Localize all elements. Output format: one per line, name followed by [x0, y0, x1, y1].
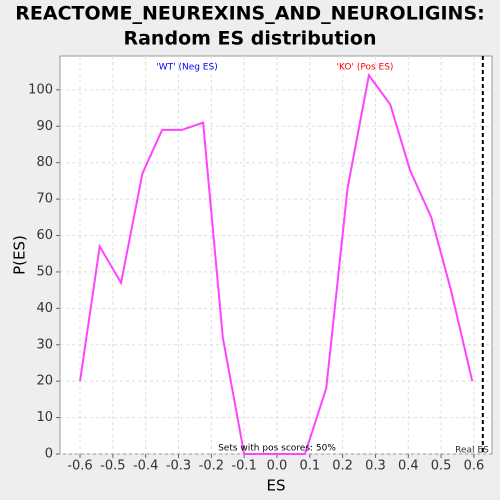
y-axis-label: P(ES) — [11, 235, 29, 275]
x-axis-label: ES — [267, 477, 286, 495]
y-tick-label: 100 — [28, 82, 53, 97]
annotation: 'WT' (Neg ES) — [156, 63, 217, 73]
x-tick-label: -0.6 — [67, 459, 92, 474]
y-tick-label: 60 — [36, 228, 53, 243]
annotation: 'KO' (Pos ES) — [337, 63, 394, 73]
y-tick-label: 0 — [45, 447, 53, 462]
y-tick-label: 40 — [36, 301, 53, 316]
chart-subtitle: Random ES distribution — [123, 28, 376, 50]
y-tick-label: 10 — [36, 410, 53, 425]
y-tick-label: 90 — [36, 119, 53, 134]
y-tick-label: 50 — [36, 264, 53, 279]
x-tick-label: -0.2 — [199, 459, 224, 474]
y-tick-label: 20 — [36, 374, 53, 389]
x-tick-label: -0.1 — [231, 459, 256, 474]
annotation: Sets with pos scores: 50% — [218, 444, 336, 454]
y-tick-label: 30 — [36, 337, 53, 352]
x-tick-label: 0.3 — [365, 459, 386, 474]
x-tick-label: 0.0 — [267, 459, 288, 474]
y-tick-label: 80 — [36, 155, 53, 170]
x-tick-label: 0.4 — [398, 459, 419, 474]
annotation: Real ES — [455, 446, 489, 456]
y-tick-label: 70 — [36, 192, 53, 207]
x-tick-label: 0.2 — [332, 459, 353, 474]
x-tick-label: 0.6 — [464, 459, 485, 474]
plot-area — [59, 55, 493, 455]
x-tick-label: 0.1 — [299, 459, 320, 474]
x-tick-label: 0.5 — [431, 459, 452, 474]
x-tick-label: -0.4 — [133, 459, 158, 474]
x-tick-label: -0.5 — [100, 459, 125, 474]
chart-title: REACTOME_NEUREXINS_AND_NEUROLIGINS: — [15, 3, 484, 25]
x-tick-label: -0.3 — [166, 459, 191, 474]
data-line — [79, 72, 474, 455]
